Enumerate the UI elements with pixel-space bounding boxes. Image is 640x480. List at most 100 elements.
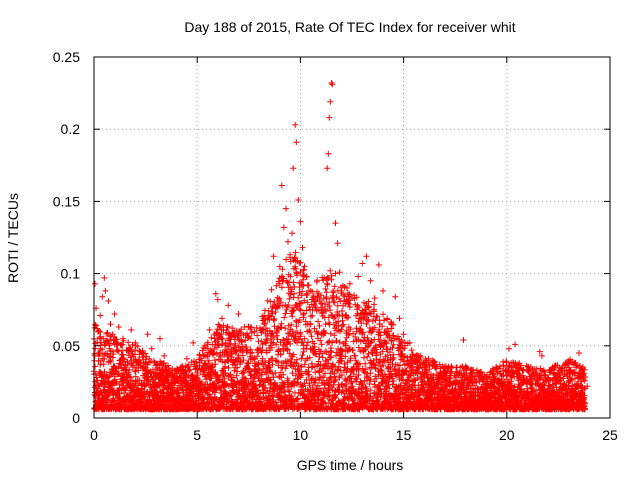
data-point [204,339,211,346]
data-point [109,354,116,361]
data-point [286,295,293,302]
data-point [257,381,264,388]
data-point [373,313,380,320]
data-point [98,369,104,376]
data-point [251,328,258,335]
data-point [261,320,268,327]
data-point [237,358,244,365]
data-point [265,307,272,314]
data-point [367,387,374,394]
data-point [327,330,334,337]
data-point [301,310,307,317]
data-point [371,301,378,308]
data-point [139,347,146,354]
data-point [232,340,239,347]
data-point [141,393,148,400]
data-point [130,362,137,369]
data-point [212,389,219,396]
data-point [327,267,334,274]
data-point [255,361,262,368]
data-point [127,354,134,361]
data-point [127,374,134,381]
data-point [254,353,261,360]
data-point [239,352,246,359]
data-point [292,249,299,256]
data-point [126,366,133,373]
data-point [319,354,326,361]
data-point [105,392,112,399]
data-point [213,350,220,357]
data-point [193,359,199,366]
data-point [100,361,107,368]
data-point [336,339,343,346]
data-point [199,379,205,386]
data-point [206,357,212,364]
data-point [238,338,245,345]
data-point [246,368,253,375]
data-point [104,329,111,336]
data-point [193,375,200,382]
data-point [230,374,236,381]
data-point [223,349,230,356]
data-point [240,357,247,364]
data-point [237,393,244,400]
data-point [187,366,193,373]
data-point [217,353,224,360]
data-point [233,372,240,379]
data-point [305,339,311,346]
data-point [290,279,297,286]
data-point [281,314,288,321]
data-point [219,336,226,342]
data-point [289,313,296,320]
data-point [92,363,99,370]
data-point [231,367,238,374]
data-point [143,353,150,360]
data-point [268,286,275,293]
data-point [120,351,126,358]
data-point [234,368,241,375]
data-point [161,360,167,366]
data-point [136,377,143,384]
data-point [282,310,289,317]
chart-title: Day 188 of 2015, Rate Of TEC Index for r… [184,19,515,35]
data-point [196,351,203,358]
data-point [118,342,125,349]
data-point [408,347,415,354]
data-point [134,382,141,389]
data-point [119,341,126,348]
data-point [212,361,219,368]
data-point [227,371,234,378]
data-point [364,334,371,341]
data-point [98,339,105,346]
data-point [380,311,386,318]
data-point [113,336,120,343]
data-point [132,373,139,380]
data-point [212,396,219,403]
data-point [227,392,234,399]
data-point [244,334,251,341]
data-point [259,355,266,362]
data-point [258,338,265,345]
data-point [198,357,205,364]
data-point [110,351,117,358]
data-point [213,395,220,402]
data-point [248,372,255,379]
data-point [249,350,256,356]
data-point [204,353,211,360]
data-point [224,323,231,330]
data-point [339,323,346,330]
data-point [186,367,193,374]
data-point [132,347,139,354]
data-point [126,373,133,380]
data-point [230,388,237,395]
data-point [135,367,142,374]
data-point [307,321,314,328]
data-point [132,368,139,375]
data-point [315,318,322,325]
data-point [245,359,252,366]
data-point [364,353,371,360]
data-point [308,360,315,367]
data-point [120,358,127,365]
